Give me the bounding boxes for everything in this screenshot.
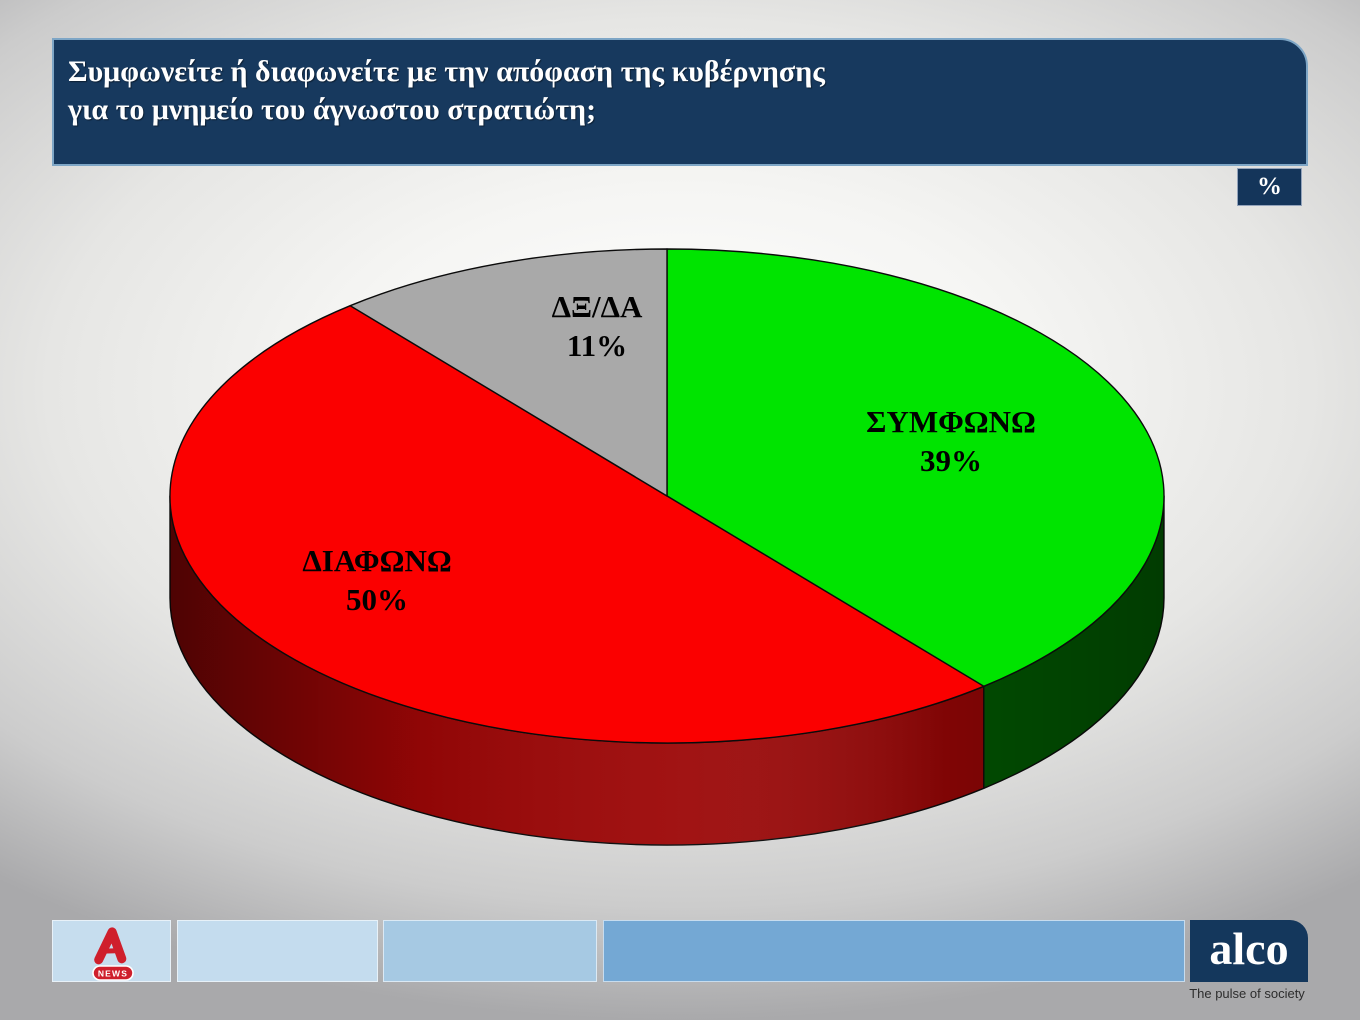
alco-logo: alco bbox=[1190, 920, 1308, 982]
pie-slice-agree bbox=[666, 248, 1165, 688]
pie-label-disagree-name: ΔΙΑΦΩΝΩ bbox=[302, 543, 452, 578]
question-line-1: Συμφωνείτε ή διαφωνείτε με την απόφαση τ… bbox=[68, 55, 825, 88]
pie-label-agree: ΣΥΜΦΩΝΩ 39% bbox=[866, 402, 1036, 480]
question-line-2: για το μνημείο του άγνωστου στρατιώτη; bbox=[68, 93, 597, 126]
footer-bar-3 bbox=[383, 920, 597, 982]
footer-bar-4 bbox=[603, 920, 1185, 982]
pie-label-disagree-value: 50% bbox=[345, 582, 408, 617]
pie-label-agree-value: 39% bbox=[920, 443, 982, 478]
alpha-news-label: NEWS bbox=[98, 969, 128, 979]
footer-bar-2 bbox=[177, 920, 378, 982]
pie-label-dk-name: ΔΞ/ΔΑ bbox=[551, 289, 643, 324]
pie-side-shade-agree bbox=[983, 496, 1164, 789]
alco-tagline: The pulse of society bbox=[1189, 986, 1305, 1001]
footer-bar-alpha-news: NEWS bbox=[52, 920, 171, 982]
unit-badge: % bbox=[1237, 168, 1302, 206]
pie-slices bbox=[169, 248, 1165, 846]
pie-slice-dk bbox=[349, 248, 668, 497]
pie-slice-disagree bbox=[169, 304, 985, 744]
alpha-news-logo: NEWS bbox=[92, 927, 134, 981]
pie-label-agree-name: ΣΥΜΦΩΝΩ bbox=[866, 404, 1036, 439]
pie-label-dk: ΔΞ/ΔΑ 11% bbox=[552, 287, 643, 365]
pie-label-dk-value: 11% bbox=[566, 328, 628, 363]
pie-label-disagree: ΔΙΑΦΩΝΩ 50% bbox=[302, 541, 451, 619]
pie-side-shade-disagree bbox=[170, 496, 984, 845]
question-banner: Συμφωνείτε ή διαφωνείτε με την απόφαση τ… bbox=[52, 38, 1308, 166]
